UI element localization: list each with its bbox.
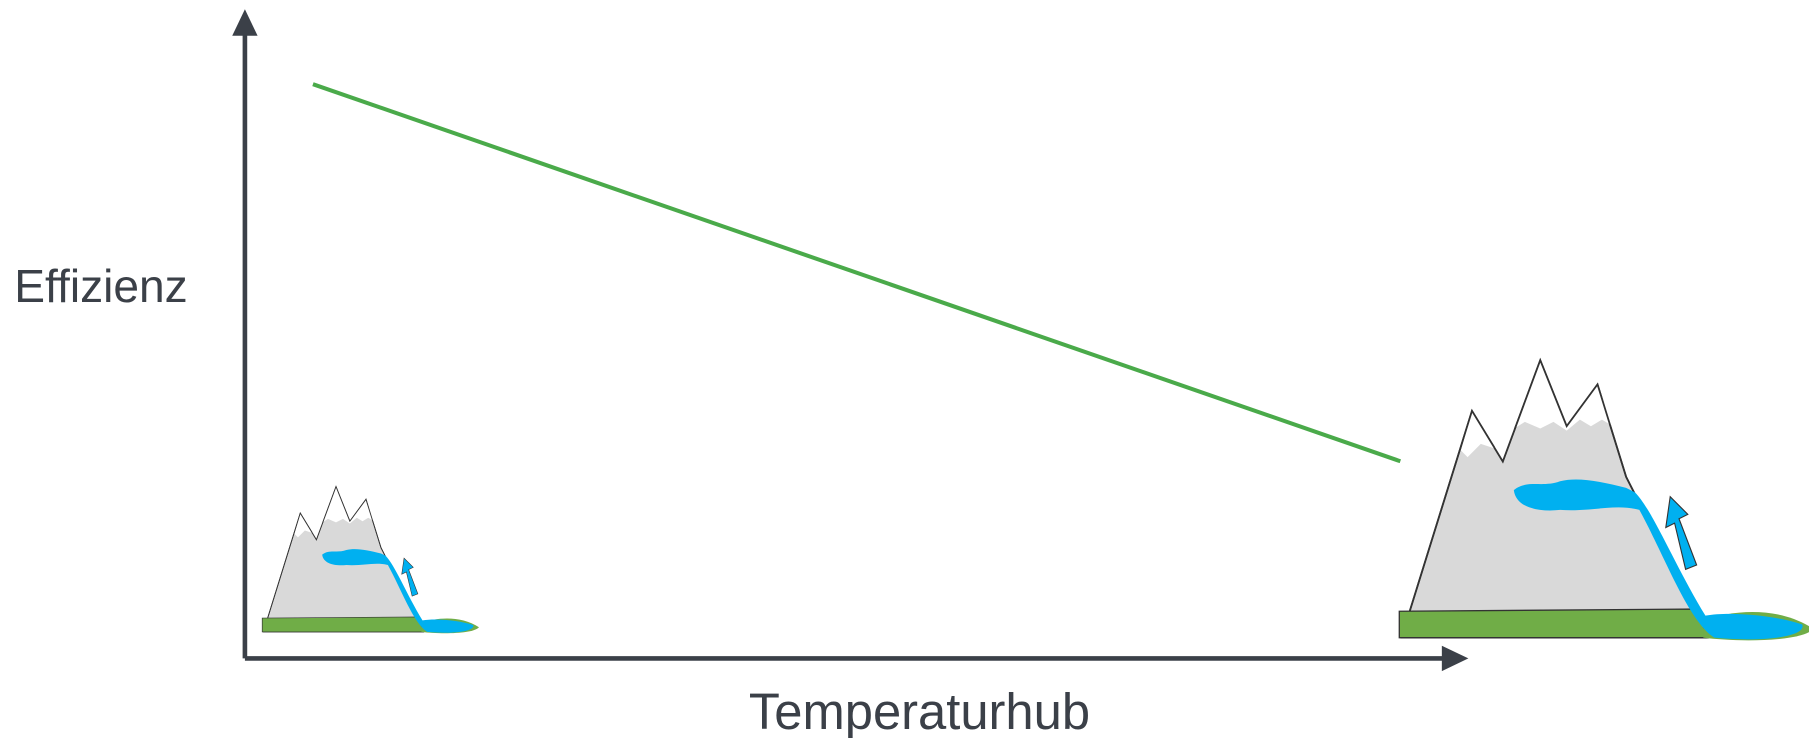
y-axis-label: Effizienz xyxy=(14,260,187,312)
page: {"axes": {"y_label": "Effizienz", "x_lab… xyxy=(0,0,1809,738)
x-axis-label: Temperaturhub xyxy=(749,683,1090,738)
diagram: Effizienz Temperaturhub xyxy=(0,0,1809,738)
x-axis-arrow xyxy=(1442,646,1469,671)
trend-line xyxy=(313,84,1400,461)
small-mountain xyxy=(262,487,479,634)
y-axis-arrow xyxy=(232,9,257,36)
large-mountain xyxy=(1399,360,1809,640)
